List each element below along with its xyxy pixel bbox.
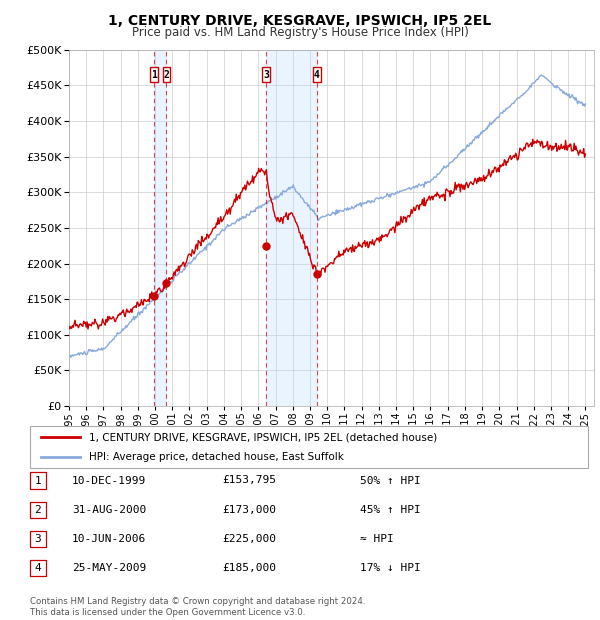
FancyBboxPatch shape: [313, 67, 320, 82]
Text: Contains HM Land Registry data © Crown copyright and database right 2024.
This d: Contains HM Land Registry data © Crown c…: [30, 598, 365, 617]
Text: 10-DEC-1999: 10-DEC-1999: [72, 476, 146, 485]
Text: 10-JUN-2006: 10-JUN-2006: [72, 534, 146, 544]
Text: 1, CENTURY DRIVE, KESGRAVE, IPSWICH, IP5 2EL: 1, CENTURY DRIVE, KESGRAVE, IPSWICH, IP5…: [109, 14, 491, 28]
Bar: [154, 50, 166, 406]
FancyBboxPatch shape: [163, 67, 170, 82]
Text: 3: 3: [34, 534, 41, 544]
Text: Price paid vs. HM Land Registry's House Price Index (HPI): Price paid vs. HM Land Registry's House …: [131, 26, 469, 39]
Text: 31-AUG-2000: 31-AUG-2000: [72, 505, 146, 515]
Text: 4: 4: [314, 69, 320, 79]
Text: £225,000: £225,000: [222, 534, 276, 544]
Text: 2: 2: [163, 69, 169, 79]
Text: 50% ↑ HPI: 50% ↑ HPI: [360, 476, 421, 485]
Text: £173,000: £173,000: [222, 505, 276, 515]
Text: 25-MAY-2009: 25-MAY-2009: [72, 563, 146, 573]
Text: 1: 1: [34, 476, 41, 485]
Text: 3: 3: [263, 69, 269, 79]
FancyBboxPatch shape: [262, 67, 270, 82]
Text: 17% ↓ HPI: 17% ↓ HPI: [360, 563, 421, 573]
Text: £185,000: £185,000: [222, 563, 276, 573]
Text: 1, CENTURY DRIVE, KESGRAVE, IPSWICH, IP5 2EL (detached house): 1, CENTURY DRIVE, KESGRAVE, IPSWICH, IP5…: [89, 432, 437, 442]
Text: £153,795: £153,795: [222, 476, 276, 485]
Bar: [266, 50, 317, 406]
Text: HPI: Average price, detached house, East Suffolk: HPI: Average price, detached house, East…: [89, 452, 343, 462]
Text: 4: 4: [34, 563, 41, 573]
FancyBboxPatch shape: [30, 426, 588, 468]
Text: 45% ↑ HPI: 45% ↑ HPI: [360, 505, 421, 515]
Text: ≈ HPI: ≈ HPI: [360, 534, 394, 544]
Text: 1: 1: [151, 69, 157, 79]
Text: 2: 2: [34, 505, 41, 515]
FancyBboxPatch shape: [150, 67, 158, 82]
